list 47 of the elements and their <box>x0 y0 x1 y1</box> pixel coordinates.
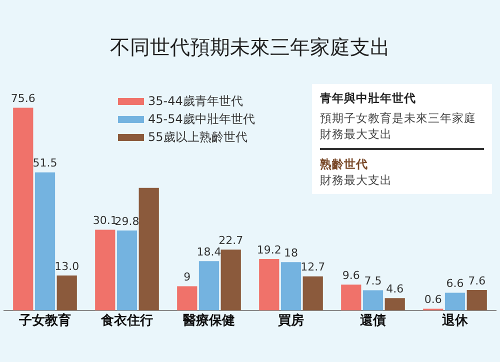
bar <box>302 276 323 310</box>
bar <box>384 298 405 310</box>
annotation: 熟齡世代 <box>320 156 369 172</box>
data-label: 9 <box>184 270 191 284</box>
legend-label: 55歲以上熟齡世代 <box>148 128 248 146</box>
data-label: 51.5 <box>32 156 58 170</box>
data-label: 13.0 <box>54 260 80 273</box>
bar <box>116 230 138 310</box>
bar <box>177 286 198 310</box>
bar <box>13 108 34 310</box>
bar <box>259 258 280 310</box>
data-label: 9.6 <box>342 269 360 282</box>
x-tick-label: 退休 <box>441 312 469 329</box>
data-label: 4.6 <box>386 282 404 296</box>
x-tick-label: 買房 <box>277 312 304 329</box>
data-label: 7.5 <box>364 274 382 288</box>
data-label: 19.2 <box>256 243 282 256</box>
bar <box>444 292 466 310</box>
bar <box>34 172 56 310</box>
data-label: 18.4 <box>196 245 222 258</box>
annotation: 財務最大支出 <box>320 172 393 188</box>
data-label: 29.8 <box>114 214 140 228</box>
x-tick-label: 子女教育 <box>18 312 71 329</box>
annotation: 預期子女教育是未來三年家庭財務最大支出 <box>320 110 477 142</box>
text: 青年與中壯年世代 <box>320 90 417 106</box>
data-label: 22.7 <box>218 234 244 247</box>
data-label: 75.6 <box>10 92 36 106</box>
legend-label: 45-54歲中壯年世代 <box>148 110 255 128</box>
bar <box>220 250 241 310</box>
x-tick-label: 醫療保健 <box>183 312 235 329</box>
x-tick-label: 食衣住行 <box>100 312 153 329</box>
bar <box>466 290 487 310</box>
bar <box>362 290 384 310</box>
bar <box>280 262 302 310</box>
bar <box>198 261 220 310</box>
data-label: 6.6 <box>446 277 464 290</box>
legend-label: 35-44歲青年世代 <box>148 92 243 110</box>
bar <box>95 230 116 310</box>
chart-title: 不同世代預期未來三年家庭支出 <box>109 34 391 61</box>
data-label: 7.6 <box>468 274 486 288</box>
bar <box>341 284 362 310</box>
x-tick-label: 還債 <box>359 314 386 329</box>
data-label: 0.6 <box>424 293 442 306</box>
bar <box>56 276 77 310</box>
data-label: 12.7 <box>300 260 326 274</box>
data-label: 18 <box>284 246 298 260</box>
bar <box>138 188 159 310</box>
